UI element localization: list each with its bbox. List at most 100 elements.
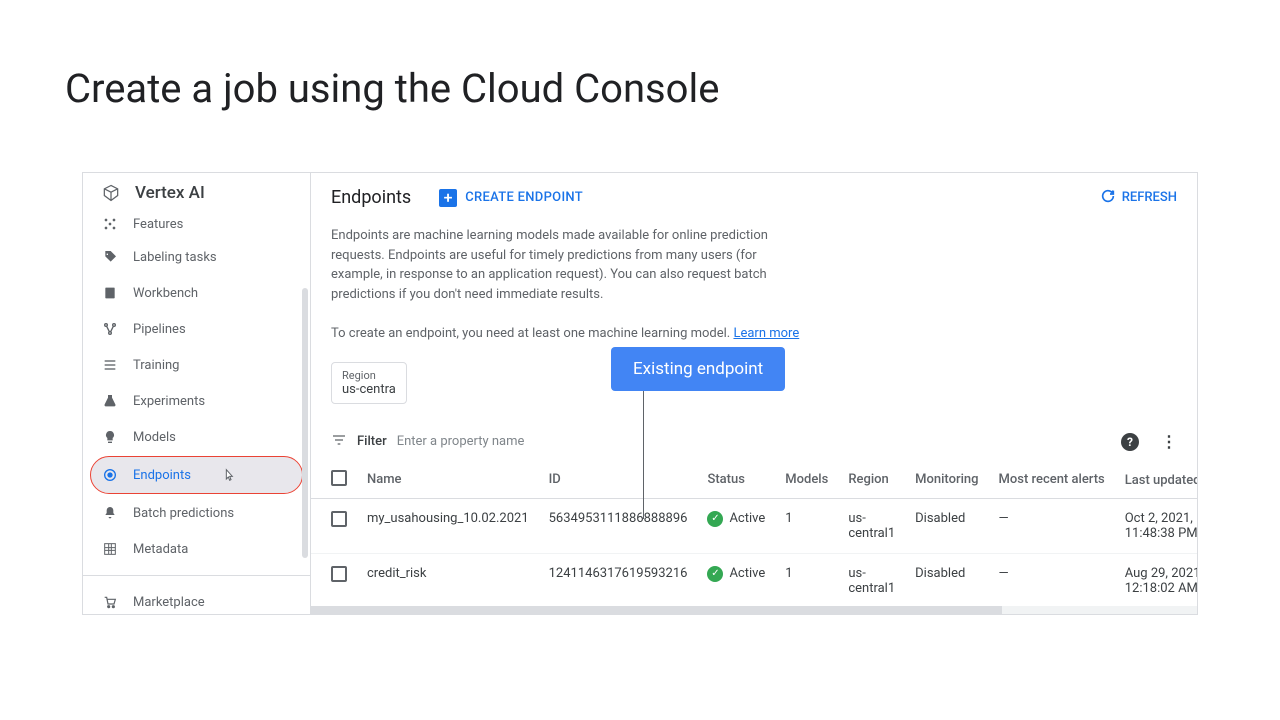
sidebar-title: Vertex AI <box>135 183 205 203</box>
cell-region: us-central1 <box>838 553 905 608</box>
refresh-icon <box>1100 188 1116 208</box>
sidebar-item-label: Features <box>133 217 183 232</box>
list-icon <box>101 356 119 374</box>
refresh-label: REFRESH <box>1122 190 1177 205</box>
cell-status: ✓Active <box>697 498 775 553</box>
main-content: Endpoints + CREATE ENDPOINT REFRESH Endp… <box>311 173 1197 614</box>
sidebar-item-label: Endpoints <box>133 468 191 483</box>
sidebar-item-training[interactable]: Training <box>83 347 310 383</box>
region-selector[interactable]: Region us-centra <box>331 362 407 404</box>
tag-icon <box>101 248 119 266</box>
bulb-icon <box>101 428 119 446</box>
filter-bar: Filter Enter a property name ? ⋮ <box>311 422 1197 462</box>
cursor-icon <box>221 465 237 485</box>
bell-icon <box>101 504 119 522</box>
pipeline-icon <box>101 320 119 338</box>
callout-badge: Existing endpoint <box>611 347 785 391</box>
sidebar: Vertex AI Features Labeling tasks Workbe… <box>83 173 311 614</box>
table-row[interactable]: my_usahousing_10.02.2021 563495311188688… <box>311 498 1198 553</box>
sidebar-item-batch[interactable]: Batch predictions <box>83 495 310 531</box>
sidebar-item-metadata[interactable]: Metadata <box>83 531 310 567</box>
filter-input[interactable]: Enter a property name <box>397 434 1111 449</box>
sidebar-item-label: Experiments <box>133 394 205 409</box>
endpoint-description-2: To create an endpoint, you need at least… <box>311 320 831 348</box>
col-updated[interactable]: Last updated↓ <box>1115 462 1198 499</box>
cell-models: 1 <box>775 553 838 608</box>
sidebar-scrollbar[interactable] <box>302 288 308 558</box>
col-id[interactable]: ID <box>539 462 698 499</box>
status-active-icon: ✓ <box>707 511 723 527</box>
sidebar-item-label: Workbench <box>133 286 198 301</box>
console-window: Vertex AI Features Labeling tasks Workbe… <box>82 172 1198 615</box>
sidebar-item-experiments[interactable]: Experiments <box>83 383 310 419</box>
select-all-checkbox[interactable] <box>331 470 347 486</box>
sidebar-item-features[interactable]: Features <box>83 213 310 239</box>
flask-icon <box>101 392 119 410</box>
sidebar-item-label: Batch predictions <box>133 506 234 521</box>
vertex-ai-icon <box>101 183 121 203</box>
sidebar-item-label: Models <box>133 430 176 445</box>
sidebar-item-label: Pipelines <box>133 322 186 337</box>
create-label: CREATE ENDPOINT <box>465 190 583 205</box>
col-region[interactable]: Region <box>838 462 905 499</box>
cell-monitoring: Disabled <box>905 553 988 608</box>
region-value: us-centra <box>342 382 396 397</box>
table-row[interactable]: credit_risk 1241146317619593216 ✓Active … <box>311 553 1198 608</box>
sidebar-item-models[interactable]: Models <box>83 419 310 455</box>
cell-monitoring: Disabled <box>905 498 988 553</box>
cell-status: ✓Active <box>697 553 775 608</box>
cell-models: 1 <box>775 498 838 553</box>
row-checkbox[interactable] <box>331 511 347 527</box>
refresh-button[interactable]: REFRESH <box>1100 188 1177 208</box>
cell-id: 5634953111886888896 <box>539 498 698 553</box>
col-alerts[interactable]: Most recent alerts <box>989 462 1115 499</box>
sidebar-item-label: Marketplace <box>133 595 205 610</box>
sidebar-item-pipelines[interactable]: Pipelines <box>83 311 310 347</box>
col-name[interactable]: Name <box>357 462 539 499</box>
cell-alerts: — <box>989 553 1115 608</box>
endpoints-table: Name ID Status Models Region Monitoring … <box>311 462 1198 616</box>
sidebar-marketplace-divider: Marketplace <box>83 575 310 615</box>
col-status[interactable]: Status <box>697 462 775 499</box>
filter-icon <box>331 432 347 452</box>
horizontal-scrollbar[interactable] <box>311 606 1197 614</box>
content-title: Endpoints <box>331 187 411 208</box>
page-heading: Create a job using the Cloud Console <box>0 0 1280 112</box>
cell-region: us-central1 <box>838 498 905 553</box>
col-monitoring[interactable]: Monitoring <box>905 462 988 499</box>
cell-alerts: — <box>989 498 1115 553</box>
plus-icon: + <box>439 189 457 207</box>
sidebar-item-labeling[interactable]: Labeling tasks <box>83 239 310 275</box>
callout-line <box>643 383 644 519</box>
sidebar-item-endpoints[interactable]: Endpoints <box>91 457 302 493</box>
column-menu-icon[interactable]: ⋮ <box>1161 432 1177 451</box>
cart-icon <box>101 593 119 611</box>
sidebar-item-label: Training <box>133 358 179 373</box>
cell-id: 1241146317619593216 <box>539 553 698 608</box>
table-header-row: Name ID Status Models Region Monitoring … <box>311 462 1198 499</box>
scrollbar-thumb[interactable] <box>311 606 1002 614</box>
learn-more-link[interactable]: Learn more <box>733 326 799 341</box>
sidebar-item-label: Metadata <box>133 542 188 557</box>
cell-updated: Oct 2, 2021, 11:48:38 PM <box>1115 498 1198 553</box>
cell-name: credit_risk <box>357 553 539 608</box>
create-endpoint-button[interactable]: + CREATE ENDPOINT <box>439 189 583 207</box>
sidebar-item-workbench[interactable]: Workbench <box>83 275 310 311</box>
row-checkbox[interactable] <box>331 566 347 582</box>
endpoint-description: Endpoints are machine learning models ma… <box>311 222 831 308</box>
region-label: Region <box>342 369 396 382</box>
features-icon <box>101 215 119 233</box>
sidebar-header: Vertex AI <box>83 173 310 213</box>
status-active-icon: ✓ <box>707 566 723 582</box>
cell-updated: Aug 29, 2021, 12:18:02 AM <box>1115 553 1198 608</box>
col-models[interactable]: Models <box>775 462 838 499</box>
sidebar-item-label: Labeling tasks <box>133 250 217 265</box>
help-icon[interactable]: ? <box>1121 433 1139 451</box>
target-icon <box>101 466 119 484</box>
grid-icon <box>101 540 119 558</box>
content-header: Endpoints + CREATE ENDPOINT REFRESH <box>311 173 1197 222</box>
cell-name: my_usahousing_10.02.2021 <box>357 498 539 553</box>
notebook-icon <box>101 284 119 302</box>
sidebar-item-marketplace[interactable]: Marketplace <box>83 584 310 615</box>
filter-label: Filter <box>357 434 387 449</box>
